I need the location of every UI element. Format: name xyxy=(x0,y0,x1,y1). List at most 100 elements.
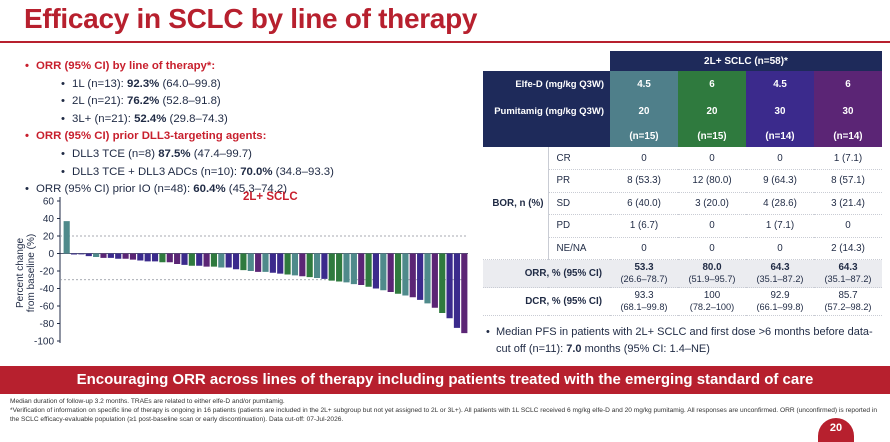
orr-ci: (35.1–87.2) xyxy=(756,274,804,284)
table-header-row: 2L+ SCLC (n=58)* xyxy=(483,51,882,71)
bullet-rest: (34.8–93.3) xyxy=(272,165,334,178)
bullet-bold: 60.4% xyxy=(193,183,226,196)
pumi-dose: 20 xyxy=(610,98,678,125)
waterfall-bar xyxy=(181,253,188,265)
y-tick-label: -20 xyxy=(40,267,55,278)
bor-value: 0 xyxy=(746,237,814,260)
y-tick-label: 60 xyxy=(43,197,55,208)
waterfall-bar xyxy=(78,253,85,255)
waterfall-bar xyxy=(122,253,129,259)
waterfall-bar xyxy=(417,253,424,300)
dcr-cell: 93.3 (68.1–99.8) xyxy=(610,287,678,316)
bullet-rest: (47.4–99.7) xyxy=(190,147,252,160)
median-pfs-note: • Median PFS in patients with 2L+ SCLC a… xyxy=(486,324,886,358)
waterfall-bar xyxy=(461,253,468,334)
waterfall-bar xyxy=(424,253,431,304)
dcr-cell: 100 (78.2–100) xyxy=(678,287,746,316)
conclusion-banner: Encouraging ORR across lines of therapy … xyxy=(0,366,890,394)
response-category: CR xyxy=(548,147,610,170)
waterfall-svg: 60 40 20 0 -20 -40 -60 -80 -100 xyxy=(34,197,468,348)
bullet-label: DLL3 TCE + DLL3 ADCs (n=10): xyxy=(72,165,241,178)
waterfall-bar xyxy=(269,253,276,273)
waterfall-bar xyxy=(350,253,357,285)
waterfall-bar xyxy=(218,253,225,268)
n-label-blank xyxy=(483,125,610,147)
waterfall-bar xyxy=(277,253,284,274)
orr-ci: (26.6–78.7) xyxy=(620,274,668,284)
median-text2: months (95% CI: 1.4–NE) xyxy=(581,343,710,355)
waterfall-bar xyxy=(159,253,166,263)
waterfall-bar xyxy=(137,253,144,261)
bor-value: 3 (21.4) xyxy=(814,192,882,215)
bullet-label: DLL3 TCE (n=8) xyxy=(72,147,159,160)
response-category: NE/NA xyxy=(548,237,610,260)
table-header-title: 2L+ SCLC (n=58)* xyxy=(610,51,882,71)
waterfall-bar xyxy=(365,253,372,287)
bullet-rest: (64.0–99.8) xyxy=(159,77,221,90)
waterfall-bar xyxy=(115,253,122,259)
waterfall-bar xyxy=(107,253,114,258)
orr-value: 64.3 xyxy=(770,262,790,273)
bullet-list: • ORR (95% CI) by line of therapy*: • 1L (n… xyxy=(25,58,486,199)
pumi-label: Pumitamig (mg/kg Q3W) xyxy=(483,98,610,125)
median-text1: Median PFS in patients with 2L+ SCLC and… xyxy=(496,326,873,355)
waterfall-bar xyxy=(85,253,92,257)
bullet-dot: • xyxy=(61,165,65,178)
elfe-label: Elfe-D (mg/kg Q3W) xyxy=(483,71,610,98)
response-category: SD xyxy=(548,192,610,215)
bullet-rest: (52.8–91.8) xyxy=(159,95,221,108)
footnote-1: Median duration of follow-up 3.2 months.… xyxy=(10,398,285,405)
n-row: (n=15) (n=15) (n=14) (n=14) xyxy=(483,125,882,147)
bullet-dot: • xyxy=(486,326,490,338)
waterfall-bar xyxy=(431,253,438,308)
bor-value: 2 (14.3) xyxy=(814,237,882,260)
waterfall-chart: 60 40 20 0 -20 -40 -60 -80 -100 xyxy=(20,188,480,358)
orr-cell: 64.3 (35.1–87.2) xyxy=(746,259,814,288)
waterfall-bar xyxy=(284,253,291,275)
bullet-dot: • xyxy=(61,95,65,108)
table-header-blank xyxy=(483,51,548,71)
bullet-bold: 92.3% xyxy=(126,77,160,90)
orr-cell: 53.3 (26.6–78.7) xyxy=(610,259,678,288)
bor-value: 0 xyxy=(678,237,746,260)
y-tick-label: -80 xyxy=(40,319,55,330)
bullet-item: • ORR (95% CI) prior DLL3-targeting agent… xyxy=(25,128,486,146)
bullet-item: • 3L+ (n=21): 52.4% (29.8–74.3) xyxy=(61,111,486,129)
waterfall-bar xyxy=(232,253,240,270)
efficacy-table-grid: 2L+ SCLC (n=58)* Elfe-D (mg/kg Q3W) 4.5 6 4… xyxy=(483,51,882,316)
waterfall-bar xyxy=(129,253,137,260)
waterfall-bar xyxy=(372,253,380,289)
waterfall-bar xyxy=(358,253,365,285)
waterfall-bar xyxy=(299,253,306,277)
pumi-dose-row: Pumitamig (mg/kg Q3W) 20 20 30 30 xyxy=(483,98,882,125)
dcr-row: DCR, % (95% CI) 93.3 (68.1–99.8) 100 (78.2–1… xyxy=(483,287,882,316)
elfe-dose-row: Elfe-D (mg/kg Q3W) 4.5 6 4.5 6 xyxy=(483,71,882,98)
table-header-blank2 xyxy=(548,51,610,71)
dcr-ci: (68.1–99.8) xyxy=(620,302,668,312)
bor-value: 0 xyxy=(610,147,678,170)
dcr-label: DCR, % (95% CI) xyxy=(483,287,610,316)
bor-row: NE/NA 0 0 0 2 (14.3) xyxy=(483,237,882,260)
bor-value: 0 xyxy=(746,147,814,170)
title-divider xyxy=(0,41,890,43)
orr-value: 80.0 xyxy=(702,262,722,273)
elfe-dose: 4.5 xyxy=(610,71,678,98)
bor-row: BOR, n (%) CR 0 0 0 1 (7.1) xyxy=(483,147,882,260)
n-count: (n=14) xyxy=(814,125,882,147)
bor-row: PD 1 (6.7) 0 1 (7.1) 0 xyxy=(483,214,882,238)
bullet-item: • ORR (95% CI) by line of therapy*: xyxy=(25,58,486,76)
waterfall-bar xyxy=(151,253,159,262)
waterfall-bar xyxy=(174,253,181,264)
orr-ci: (35.1–87.2) xyxy=(824,274,872,284)
page-title: Efficacy in SCLC by line of therapy xyxy=(24,3,478,34)
orr-cell: 80.0 (51.9–95.7) xyxy=(678,259,746,288)
pumi-dose: 30 xyxy=(746,98,814,125)
bullet-label: ORR (95% CI) prior IO (n=48): xyxy=(36,183,194,196)
bullet-dot: • xyxy=(61,112,65,125)
waterfall-bar xyxy=(313,253,321,278)
waterfall-bar xyxy=(291,253,299,276)
bor-value: 0 xyxy=(678,214,746,238)
orr-row: ORR, % (95% CI) 53.3 (26.6–78.7) 80.0 (51.9–… xyxy=(483,259,882,288)
y-tick-label: -100 xyxy=(34,337,54,348)
bullet-rest: (29.8–74.3) xyxy=(166,112,228,125)
